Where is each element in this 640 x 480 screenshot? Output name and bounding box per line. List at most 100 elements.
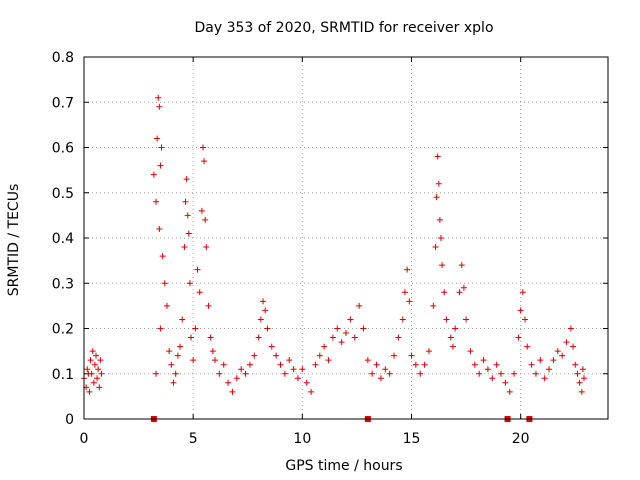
data-point bbox=[257, 316, 264, 323]
data-point bbox=[519, 289, 526, 296]
data-point bbox=[264, 325, 271, 332]
data-point bbox=[343, 330, 349, 337]
data-point bbox=[98, 370, 105, 377]
data-point bbox=[524, 343, 531, 350]
data-point bbox=[299, 366, 306, 373]
data-point bbox=[93, 352, 100, 359]
data-point bbox=[476, 370, 483, 377]
data-point bbox=[412, 361, 419, 368]
data-point bbox=[574, 370, 581, 377]
data-point bbox=[194, 266, 201, 273]
data-point bbox=[277, 361, 284, 368]
data-point bbox=[168, 361, 175, 368]
data-point bbox=[493, 361, 500, 368]
y-tick-label: 0.2 bbox=[52, 322, 74, 338]
data-point bbox=[183, 176, 190, 183]
data-point bbox=[541, 375, 548, 382]
data-point bbox=[154, 135, 161, 142]
data-point bbox=[456, 289, 463, 296]
data-point bbox=[203, 244, 210, 251]
data-point bbox=[563, 339, 570, 346]
data-point bbox=[430, 302, 437, 309]
data-point bbox=[198, 207, 205, 214]
data-point bbox=[87, 357, 94, 364]
y-tick-label: 0.8 bbox=[52, 50, 74, 66]
data-point bbox=[185, 230, 192, 237]
data-point bbox=[554, 348, 561, 355]
data-point bbox=[484, 366, 491, 373]
data-point bbox=[522, 316, 529, 323]
y-tick-label: 0.4 bbox=[52, 231, 74, 247]
data-point bbox=[408, 352, 415, 359]
data-point bbox=[163, 302, 170, 309]
data-point bbox=[90, 379, 97, 386]
data-point bbox=[184, 212, 191, 219]
data-point bbox=[290, 366, 297, 373]
data-point bbox=[576, 379, 583, 386]
data-point bbox=[506, 388, 513, 395]
data-point bbox=[369, 370, 376, 377]
data-point bbox=[156, 103, 163, 110]
y-tick-label: 0.5 bbox=[52, 186, 74, 202]
data-point bbox=[559, 352, 566, 359]
data-point bbox=[159, 253, 166, 260]
data-point bbox=[567, 325, 574, 332]
y-axis-label: SRMTID / TECUs bbox=[6, 184, 22, 297]
data-point bbox=[96, 384, 103, 391]
data-point bbox=[205, 302, 212, 309]
data-point bbox=[262, 307, 269, 314]
data-point bbox=[95, 366, 102, 373]
data-point bbox=[404, 266, 411, 273]
data-point bbox=[443, 316, 450, 323]
data-point bbox=[88, 370, 95, 377]
data-point bbox=[233, 375, 240, 382]
data-point bbox=[502, 379, 509, 386]
data-point bbox=[94, 375, 101, 382]
data-point bbox=[155, 94, 162, 101]
data-point bbox=[202, 216, 209, 223]
data-point bbox=[572, 361, 579, 368]
data-point bbox=[467, 348, 474, 355]
data-point bbox=[181, 244, 188, 251]
chart-title: Day 353 of 2020, SRMTID for receiver xpl… bbox=[194, 20, 493, 36]
data-point bbox=[153, 198, 160, 205]
data-point bbox=[334, 325, 341, 332]
data-point bbox=[382, 366, 389, 373]
grid-lines bbox=[84, 57, 608, 419]
data-point bbox=[360, 325, 367, 332]
x-tick-label: 10 bbox=[293, 431, 311, 447]
data-point bbox=[150, 171, 157, 178]
data-point bbox=[321, 343, 328, 350]
data-point bbox=[294, 375, 301, 382]
data-point bbox=[351, 334, 358, 341]
data-point bbox=[220, 361, 227, 368]
data-point bbox=[89, 348, 96, 355]
y-axis-ticks: 0 0.1 0.2 0.3 0.4 0.5 0.6 0.7 0.8 bbox=[52, 50, 608, 428]
data-point bbox=[157, 325, 164, 332]
data-point bbox=[179, 316, 186, 323]
data-point bbox=[489, 375, 496, 382]
data-point bbox=[511, 370, 518, 377]
data-point bbox=[158, 144, 165, 151]
data-point bbox=[433, 194, 440, 201]
data-point bbox=[528, 361, 535, 368]
data-point bbox=[417, 370, 424, 377]
data-point bbox=[515, 334, 522, 341]
data-point bbox=[238, 366, 245, 373]
data-point bbox=[458, 262, 465, 269]
x-tick-label: 15 bbox=[403, 431, 421, 447]
data-point bbox=[246, 361, 253, 368]
data-point bbox=[242, 370, 249, 377]
data-point bbox=[251, 352, 258, 359]
data-point bbox=[84, 366, 91, 373]
data-point bbox=[579, 366, 586, 373]
data-point bbox=[546, 366, 553, 373]
x-tick-label: 0 bbox=[80, 431, 89, 447]
data-point bbox=[578, 388, 585, 395]
data-point bbox=[268, 343, 275, 350]
data-point bbox=[166, 348, 173, 355]
x-axis-ticks: 0 5 10 15 20 bbox=[80, 57, 530, 447]
data-point bbox=[273, 352, 280, 359]
data-point bbox=[570, 343, 577, 350]
